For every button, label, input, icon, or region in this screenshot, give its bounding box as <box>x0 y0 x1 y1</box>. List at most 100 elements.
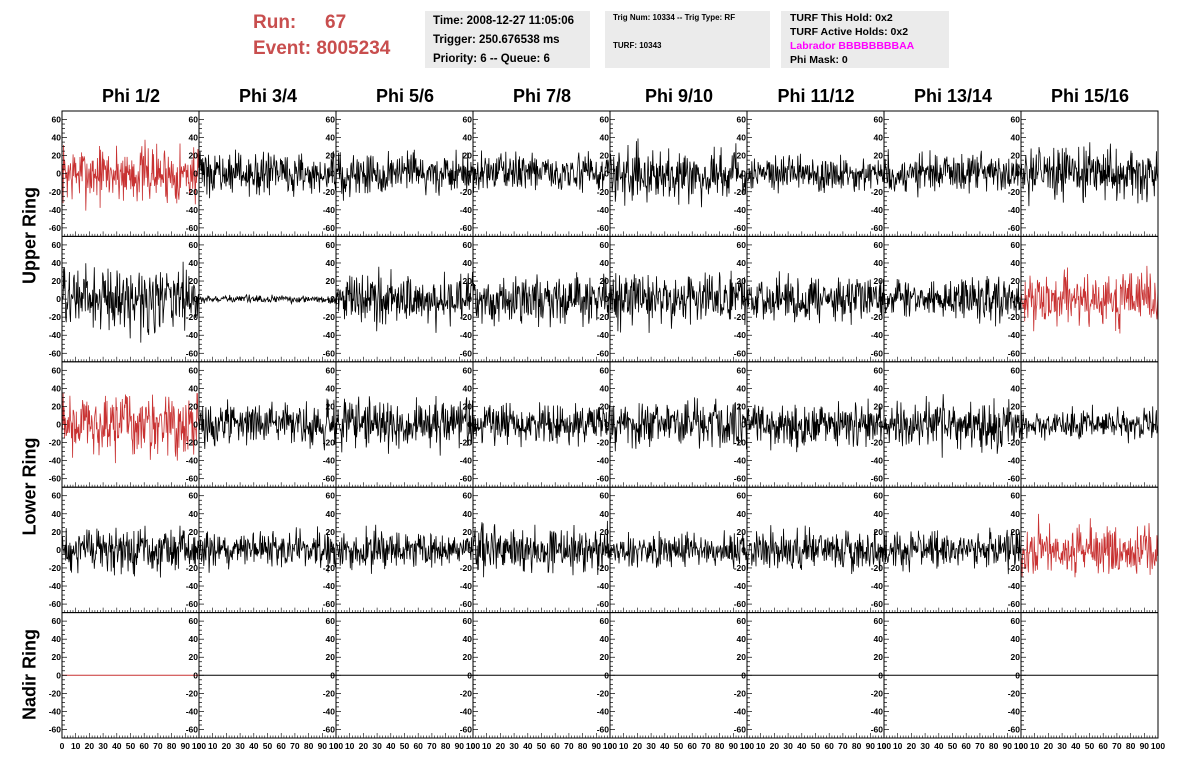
x-tick-label: 100 <box>740 741 754 751</box>
y-tick-label: -20 <box>186 688 199 698</box>
y-tick-label: 40 <box>326 509 336 519</box>
y-tick-label: 0 <box>193 420 198 430</box>
y-tick-label: -60 <box>734 474 747 484</box>
y-tick-label: 60 <box>52 491 62 501</box>
x-tick-label: 70 <box>427 741 437 751</box>
y-tick-label: -60 <box>734 724 747 734</box>
y-tick-label: 0 <box>741 294 746 304</box>
turf-this-hold-text: TURF This Hold: 0x2 <box>790 12 893 24</box>
y-tick-label: -20 <box>323 563 336 573</box>
y-tick-label: -20 <box>49 438 62 448</box>
y-tick-label: 60 <box>1011 491 1021 501</box>
x-tick-label: 30 <box>783 741 793 751</box>
y-tick-label: -60 <box>734 599 747 609</box>
panel: 60 40 20 0 -20 -40 -60 <box>49 235 200 363</box>
y-tick-label: 40 <box>874 258 884 268</box>
y-tick-label: 40 <box>737 383 747 393</box>
x-tick-label: 40 <box>112 741 122 751</box>
y-tick-label: -20 <box>186 312 199 322</box>
y-tick-label: 0 <box>467 294 472 304</box>
y-tick-label: -20 <box>49 688 62 698</box>
y-tick-label: 40 <box>463 509 473 519</box>
y-tick-label: -60 <box>323 724 336 734</box>
y-tick-label: -20 <box>1008 187 1021 197</box>
y-tick-label: 40 <box>189 133 199 143</box>
panel: 60 40 20 0 -20 -40 -60 <box>597 235 748 363</box>
y-tick-label: -40 <box>186 330 199 340</box>
y-tick-label: -40 <box>871 706 884 716</box>
time-text: Time: 2008-12-27 11:05:06 <box>433 15 575 27</box>
x-tick-label: 70 <box>153 741 163 751</box>
x-tick-label: 30 <box>509 741 519 751</box>
x-tick-label: 0 <box>882 741 887 751</box>
waveform-trace <box>609 270 748 333</box>
y-tick-label: 20 <box>189 652 199 662</box>
waveform-trace <box>746 153 885 194</box>
y-tick-label: -20 <box>323 312 336 322</box>
x-tick-label: 30 <box>920 741 930 751</box>
x-tick-label: 10 <box>71 741 81 751</box>
x-tick-label: 20 <box>1044 741 1054 751</box>
y-tick-label: -40 <box>49 205 62 215</box>
panel: 60 40 20 0 -20 -40 -60 <box>460 486 611 614</box>
x-tick-label: 60 <box>413 741 423 751</box>
x-tick-label: 50 <box>948 741 958 751</box>
x-tick-label: 100 <box>1151 741 1165 751</box>
y-tick-label: 40 <box>874 634 884 644</box>
y-tick-label: -60 <box>186 724 199 734</box>
y-tick-label: 0 <box>1015 294 1020 304</box>
waveform-trace <box>335 395 474 456</box>
waveform-trace <box>1020 404 1159 444</box>
y-tick-label: 40 <box>326 383 336 393</box>
x-tick-label: 100 <box>1014 741 1028 751</box>
x-tick-label: 30 <box>372 741 382 751</box>
y-tick-label: -40 <box>1008 706 1021 716</box>
y-tick-label: 40 <box>874 509 884 519</box>
y-tick-label: 0 <box>467 420 472 430</box>
y-tick-label: 0 <box>193 294 198 304</box>
x-tick-label: 80 <box>715 741 725 751</box>
y-tick-label: 40 <box>600 634 610 644</box>
y-tick-label: 0 <box>604 294 609 304</box>
panel: 60 40 20 0 -20 -40 -60 <box>186 486 337 614</box>
y-tick-label: -40 <box>1008 205 1021 215</box>
y-tick-label: -40 <box>597 330 610 340</box>
x-tick-label: 40 <box>1071 741 1081 751</box>
y-tick-label: 20 <box>600 652 610 662</box>
x-tick-label: 60 <box>824 741 834 751</box>
trigger-info-box: Trig Num: 10334 -- Trig Type: RF TURF: 1… <box>605 11 770 68</box>
y-tick-label: -20 <box>597 438 610 448</box>
y-tick-label: -40 <box>49 330 62 340</box>
trigger-text: Trigger: 250.676538 ms <box>433 34 560 46</box>
y-tick-label: 0 <box>193 545 198 555</box>
y-tick-label: 40 <box>189 509 199 519</box>
y-tick-label: 20 <box>52 276 62 286</box>
y-tick-label: 60 <box>600 365 610 375</box>
run-label: Run: <box>253 12 297 33</box>
y-tick-label: 40 <box>463 383 473 393</box>
waveform-trace <box>609 397 748 452</box>
waveform-trace <box>1020 513 1159 578</box>
y-tick-label: -40 <box>734 581 747 591</box>
column-header: Phi 9/10 <box>644 86 714 106</box>
y-tick-label: -60 <box>460 724 473 734</box>
y-tick-label: -20 <box>49 563 62 573</box>
y-tick-label: 20 <box>326 527 336 537</box>
y-tick-label: -20 <box>1008 563 1021 573</box>
y-tick-label: -40 <box>186 706 199 716</box>
y-tick-label: -40 <box>186 205 199 215</box>
x-tick-label: 80 <box>167 741 177 751</box>
y-tick-label: 40 <box>463 634 473 644</box>
y-tick-label: -40 <box>323 706 336 716</box>
panel: 60 40 20 0 -20 -40 -60 <box>323 235 474 363</box>
y-tick-label: 20 <box>52 652 62 662</box>
x-tick-label: 50 <box>811 741 821 751</box>
y-tick-label: -60 <box>49 599 62 609</box>
y-tick-label: -40 <box>871 330 884 340</box>
y-tick-label: 0 <box>741 670 746 680</box>
